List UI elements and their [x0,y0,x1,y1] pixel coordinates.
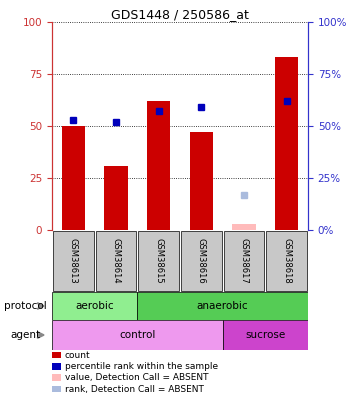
Text: GSM38616: GSM38616 [197,238,206,284]
Text: rank, Detection Call = ABSENT: rank, Detection Call = ABSENT [65,384,204,394]
Bar [275,58,299,230]
Text: value, Detection Call = ABSENT: value, Detection Call = ABSENT [65,373,208,382]
Text: protocol: protocol [4,301,46,311]
Title: GDS1448 / 250586_at: GDS1448 / 250586_at [111,8,249,21]
FancyBboxPatch shape [181,230,222,291]
Text: count: count [65,350,90,360]
FancyBboxPatch shape [52,292,137,320]
Text: aerobic: aerobic [75,301,114,311]
FancyBboxPatch shape [96,230,136,291]
Text: GSM38615: GSM38615 [154,238,163,284]
FancyBboxPatch shape [138,230,179,291]
Text: percentile rank within the sample: percentile rank within the sample [65,362,218,371]
Text: GSM38613: GSM38613 [69,238,78,284]
Text: anaerobic: anaerobic [197,301,248,311]
Bar [62,126,85,230]
FancyBboxPatch shape [223,320,308,350]
Text: agent: agent [11,330,41,340]
FancyBboxPatch shape [223,230,265,291]
Text: control: control [119,330,156,340]
Text: GSM38617: GSM38617 [239,238,248,284]
FancyBboxPatch shape [266,230,307,291]
Bar [147,101,170,230]
FancyBboxPatch shape [53,230,94,291]
Bar [104,166,128,230]
Text: GSM38618: GSM38618 [282,238,291,284]
Bar [232,224,256,230]
FancyBboxPatch shape [137,292,308,320]
Text: GSM38614: GSM38614 [112,238,121,284]
FancyBboxPatch shape [52,320,223,350]
Text: sucrose: sucrose [245,330,286,340]
Bar [190,132,213,230]
